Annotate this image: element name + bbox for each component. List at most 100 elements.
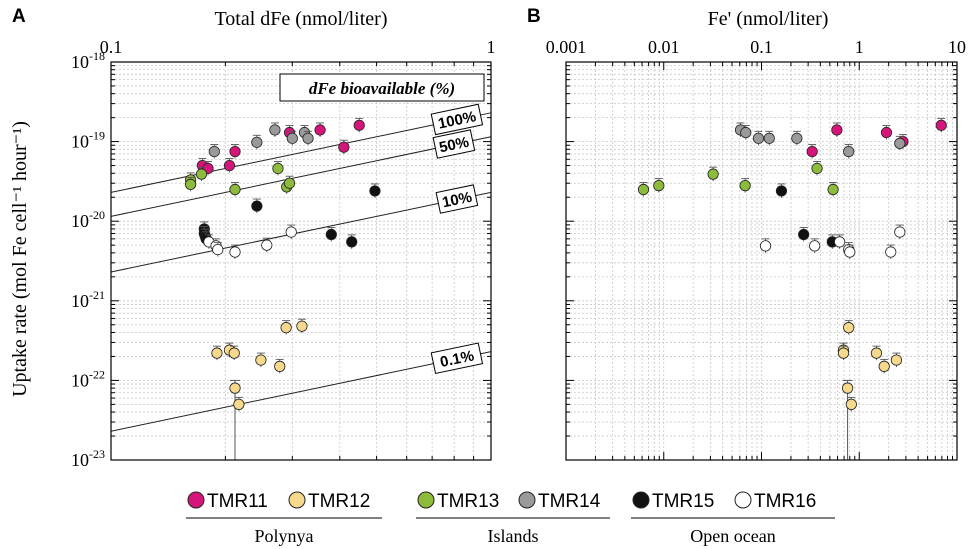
data-point-tmr16 [285,226,297,238]
data-point-tmr12 [229,382,241,394]
x-tick-label: 0.01 [648,37,680,57]
x-axis-title-b: Fe' (nmol/liter) [708,8,829,30]
data-point-tmr12 [870,347,883,359]
y-tick-label: 10-18 [71,49,105,72]
panel-a-y-ticks: 10-18 10-19 10-20 10-21 10-22 10-23 [71,49,491,470]
legend-label: TMR13 [437,491,499,512]
data-point-tmr15 [798,228,810,241]
data-point-tmr11 [831,124,843,136]
data-point-tmr11 [223,159,236,172]
panel-a-frame [110,61,492,461]
y-tick-label: 10-23 [71,447,105,470]
data-point-tmr14 [740,126,752,139]
reference-line-label: 100% [430,103,484,136]
legend-label: TMR14 [538,491,601,512]
panel-label-a: A [12,6,26,27]
data-point-tmr11 [880,126,893,139]
data-point-tmr16 [894,226,906,238]
x-tick-label: 0.1 [750,37,773,57]
data-point-tmr14 [843,145,855,158]
y-tick-label: 10-19 [71,129,105,152]
data-point-tmr14 [763,132,775,144]
data-point-tmr14 [302,132,314,144]
data-point-tmr16 [261,239,273,251]
data-point-tmr15 [251,200,263,212]
panel-b-y-ticks [566,61,957,461]
data-point-tmr14 [791,132,803,144]
data-point-tmr15 [775,185,788,197]
data-point-tmr13 [283,177,296,189]
data-point-tmr14 [208,145,220,158]
data-point-tmr15 [325,228,337,241]
svg-text:10%: 10% [441,189,474,212]
data-point-tmr12 [841,382,854,394]
data-point-tmr13 [827,183,839,196]
data-point-tmr12 [211,347,223,359]
legend-group-label: Polynya [254,526,313,546]
legend-label: TMR16 [754,491,816,512]
data-point-tmr12 [890,354,903,366]
panel-b-frame [565,61,958,461]
data-point-tmr12 [233,398,245,410]
data-point-tmr16 [844,246,856,258]
data-point-tmr12 [296,320,308,332]
data-point-tmr16 [229,246,241,258]
data-point-tmr13 [739,180,751,192]
y-tick-label: 10-20 [71,208,105,231]
legend: TMR11 TMR12 TMR13 TMR14 TMR15 TMR16 Polynya Isl… [186,491,835,546]
data-point-tmr11 [229,145,241,158]
data-point-tmr12 [274,360,286,372]
legend-group-label: Open ocean [690,526,775,546]
legend-group-label: Islands [488,526,539,546]
data-point-tmr12 [843,322,855,334]
bioavailable-label-box [279,73,485,102]
legend-label: TMR12 [308,491,370,512]
data-point-tmr14 [752,132,765,144]
data-point-tmr11 [806,145,818,158]
reference-line [110,112,492,193]
data-point-tmr16 [212,243,224,256]
panel-a-plot: 0.1 1 10-18 10-19 10-20 10-21 10-22 10-23 dFe … [71,37,496,470]
data-point-tmr16 [834,236,846,248]
data-point-tmr13 [185,178,197,190]
y-tick-label: 10-22 [71,367,105,390]
panel-a-line-labels: 100%50% 10% 0.1% [430,103,484,375]
data-point-tmr13 [195,168,208,180]
y-tick-label: 10-21 [71,288,105,311]
data-point-tmr12 [837,347,850,359]
data-point-tmr13 [229,183,241,196]
data-point-tmr14 [251,136,263,148]
reference-line [110,136,492,217]
data-point-tmr16 [759,240,772,252]
data-point-tmr15 [369,185,381,197]
data-point-tmr13 [653,180,665,192]
x-tick-label: 0.001 [546,37,587,57]
data-point-tmr13 [707,168,719,180]
data-point-tmr16 [809,240,821,252]
data-point-tmr12 [878,360,890,372]
x-tick-label: 1 [855,37,864,57]
data-point-tmr12 [255,354,267,366]
data-point-tmr14 [894,137,906,149]
data-point-tmr12 [845,398,857,410]
data-point-tmr13 [272,162,284,175]
data-point-tmr11 [338,141,350,153]
reference-line-label: 0.1% [430,342,484,375]
data-point-tmr13 [811,162,823,175]
reference-line-label: 10% [435,184,479,214]
data-point-tmr13 [637,183,650,196]
bioavailable-label: dFe bioavailable (%) [309,79,455,98]
x-axis-title-a: Total dFe (nmol/liter) [214,8,387,30]
legend-marker-tmr15 [632,491,650,509]
legend-marker-tmr12 [288,491,306,509]
legend-marker-tmr16 [734,491,752,509]
data-point-tmr11 [353,119,365,131]
reference-line [110,351,492,432]
legend-label: TMR15 [652,491,714,512]
legend-marker-tmr13 [417,491,435,509]
data-point-tmr11 [935,119,947,131]
reference-line [110,191,492,273]
svg-text:0.1%: 0.1% [439,347,476,371]
legend-label: TMR11 [207,491,268,512]
